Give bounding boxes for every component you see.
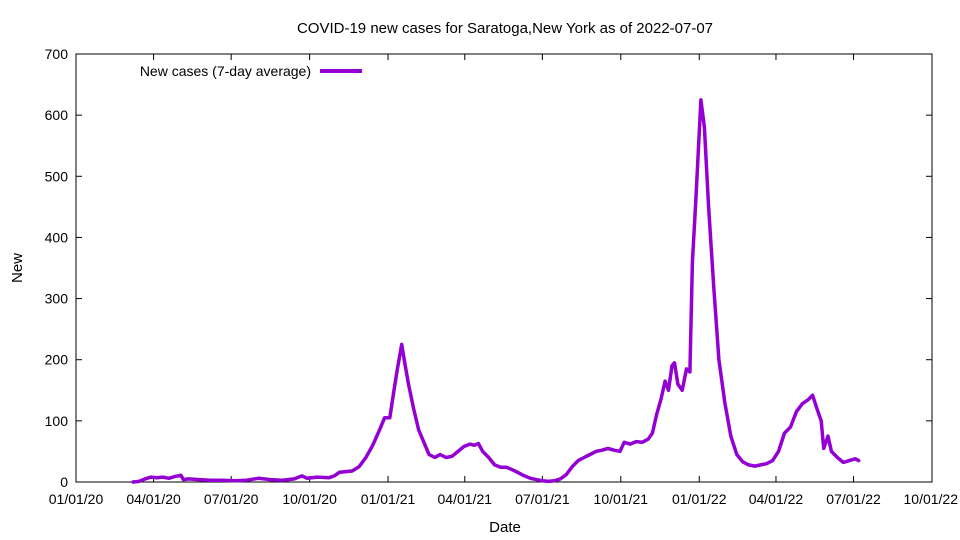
y-tick-label: 0 — [60, 474, 68, 490]
y-tick-label: 600 — [45, 107, 69, 123]
y-tick-label: 500 — [45, 168, 69, 184]
series-layer — [131, 98, 861, 484]
legend: New cases (7-day average) — [140, 63, 362, 79]
x-tick-label: 04/01/20 — [126, 491, 181, 507]
x-tick-label: 01/01/20 — [49, 491, 104, 507]
axis-ticks — [75, 53, 933, 483]
x-tick-label: 10/01/20 — [282, 491, 337, 507]
plot-frame — [75, 53, 933, 483]
y-tick-label: 200 — [45, 352, 69, 368]
series-line-new-cases — [131, 98, 861, 484]
x-tick-label: 01/01/21 — [361, 491, 416, 507]
y-tick-label: 100 — [45, 413, 69, 429]
x-tick-label: 10/01/21 — [594, 491, 649, 507]
x-tick-label: 07/01/22 — [826, 491, 881, 507]
x-tick-label: 07/01/21 — [515, 491, 570, 507]
y-tick-label: 300 — [45, 291, 69, 307]
x-tick-label: 07/01/20 — [204, 491, 259, 507]
y-tick-label: 700 — [45, 46, 69, 62]
x-axis-title: Date — [489, 519, 521, 536]
x-tick-label: 04/01/22 — [749, 491, 804, 507]
x-tick-label: 04/01/21 — [438, 491, 493, 507]
y-tick-label: 400 — [45, 229, 69, 245]
legend-label: New cases (7-day average) — [140, 63, 311, 79]
x-tick-label: 10/01/22 — [904, 491, 959, 507]
plot-border — [75, 53, 933, 483]
axis-tick-labels: 0 100 200 300 400 500 600 700 01/01/20 04/01/20 07… — [45, 46, 959, 507]
y-axis-title: New — [9, 253, 26, 283]
x-tick-label: 01/01/22 — [672, 491, 727, 507]
chart-title: COVID-19 new cases for Saratoga,New York… — [297, 20, 713, 37]
